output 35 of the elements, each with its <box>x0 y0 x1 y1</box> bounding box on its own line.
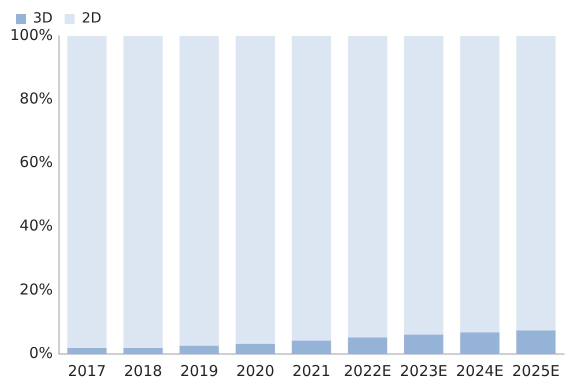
x-tick-label: 2021 <box>292 362 331 380</box>
bar <box>180 346 219 354</box>
bar <box>460 332 500 354</box>
bar <box>404 334 444 354</box>
y-tick-label: 0% <box>29 344 53 362</box>
y-tick-label: 20% <box>20 280 53 298</box>
x-tick-label: 2022E <box>344 362 392 380</box>
y-tick-label: 60% <box>20 153 53 172</box>
y-tick-label: 40% <box>20 216 53 235</box>
legend-label: 2D <box>82 10 102 27</box>
y-tick-label: 100% <box>10 26 53 44</box>
x-tick-label: 2020 <box>236 362 274 380</box>
bar <box>123 36 163 348</box>
bar <box>516 330 556 354</box>
legend-label: 3D <box>33 10 53 27</box>
bar <box>348 337 388 354</box>
x-tick-label: 2017 <box>68 362 106 380</box>
bar <box>236 344 275 354</box>
x-tick-label: 2023E <box>400 362 448 380</box>
bar <box>180 36 219 346</box>
bar <box>348 36 388 338</box>
bar <box>292 36 332 341</box>
bar <box>67 36 107 348</box>
bar <box>516 36 556 330</box>
x-tick-label: 2019 <box>180 362 218 380</box>
bar <box>123 348 163 354</box>
bar <box>67 348 107 354</box>
y-tick-label: 80% <box>20 89 53 108</box>
x-tick-label: 2018 <box>124 362 162 380</box>
bar <box>236 36 275 344</box>
x-tick-label: 2024E <box>456 362 504 380</box>
x-tick-label: 2025E <box>512 362 560 380</box>
bar <box>292 340 332 354</box>
bar <box>460 36 500 332</box>
bar <box>404 36 444 335</box>
